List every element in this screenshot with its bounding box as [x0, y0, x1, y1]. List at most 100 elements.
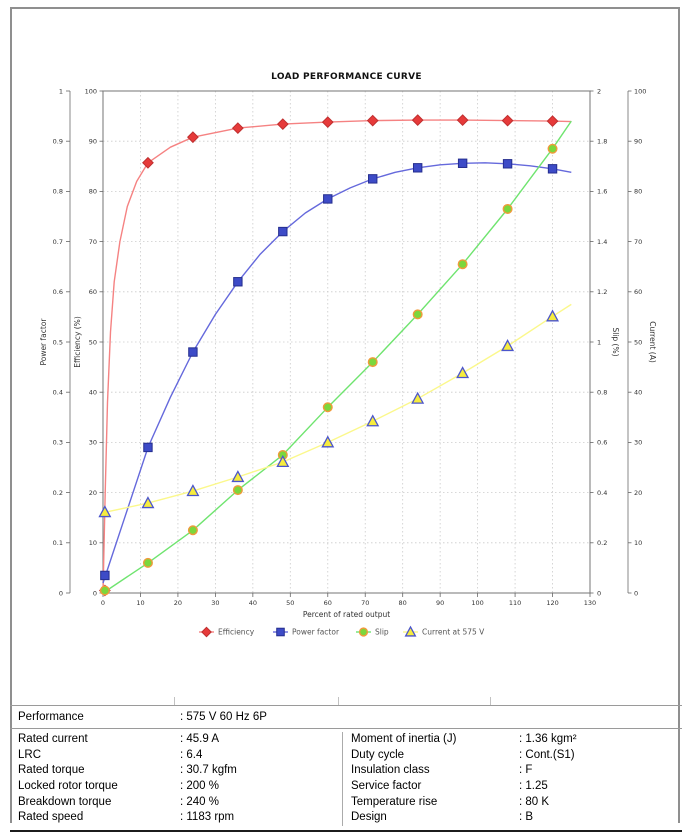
triangle-marker: [276, 455, 290, 468]
table-row: Rated current: 45.9 A: [10, 732, 342, 748]
efficiency-series: [98, 114, 572, 597]
square-marker: [547, 164, 558, 174]
legend-item: Current at 575 V: [403, 625, 485, 637]
triangle-marker: [546, 309, 560, 322]
table-row-label: Design: [351, 811, 387, 824]
table-row-value: : 1.25: [519, 780, 548, 793]
svg-text:60: 60: [634, 288, 642, 296]
table-data-block: Rated current: 45.9 A LRC: 6.4 Rated torqu…: [10, 729, 682, 830]
table-row: LRC: 6.4: [10, 748, 342, 764]
table-row: Rated speed: 1183 rpm: [10, 810, 342, 826]
table-row-label: Breakdown torque: [18, 795, 112, 808]
svg-text:30: 30: [89, 439, 97, 447]
table-row-value: : 6.4: [180, 748, 203, 761]
legend-label: Efficiency: [218, 628, 255, 637]
svg-text:1.8: 1.8: [597, 138, 607, 146]
diamond-marker: [187, 131, 199, 144]
svg-text:0.4: 0.4: [53, 389, 63, 397]
table-row-label: Duty cycle: [351, 748, 405, 761]
svg-text:0.9: 0.9: [53, 138, 63, 146]
svg-text:50: 50: [89, 338, 97, 346]
svg-text:70: 70: [634, 238, 642, 246]
svg-text:20: 20: [89, 489, 97, 497]
x-axis-label: Percent of rated output: [303, 610, 390, 619]
svg-text:40: 40: [249, 599, 257, 607]
svg-text:60: 60: [89, 288, 97, 296]
svg-text:0.6: 0.6: [53, 288, 63, 296]
circle-marker: [412, 309, 423, 320]
table-right-column: Moment of inertia (J): 1.36 kgm² Duty cyc…: [343, 732, 682, 826]
svg-text:80: 80: [634, 188, 642, 196]
diamond-marker: [546, 115, 559, 128]
svg-text:10: 10: [136, 599, 144, 607]
svg-text:80: 80: [399, 599, 407, 607]
triangle-marker: [404, 625, 417, 637]
svg-text:90: 90: [634, 138, 642, 146]
table-row-value: : 1.36 kgm²: [519, 733, 577, 745]
diamond-marker: [231, 122, 244, 135]
svg-text:0.7: 0.7: [53, 238, 63, 246]
svg-text:0.3: 0.3: [53, 439, 63, 447]
table-row: Insulation class : F: [343, 763, 682, 779]
legend-item: Efficiency: [199, 626, 255, 638]
table-row: Service factor: 1.25: [343, 779, 682, 795]
svg-text:2: 2: [597, 87, 601, 95]
series-line: [102, 162, 572, 584]
circle-marker: [142, 557, 153, 568]
triangle-marker: [366, 414, 380, 427]
square-marker: [457, 158, 468, 168]
square-marker: [278, 226, 288, 237]
circle-marker: [187, 525, 198, 536]
triangle-marker: [186, 484, 200, 497]
svg-text:60: 60: [324, 599, 332, 607]
table-divider: [490, 697, 491, 705]
table-header-spacer-row: [10, 697, 682, 706]
table-row-value: : 80 K: [519, 795, 550, 808]
svg-text:1: 1: [59, 87, 63, 95]
svg-text:0: 0: [101, 599, 105, 607]
series-line: [102, 120, 572, 594]
chart-grid: [103, 91, 590, 593]
table-row-label: Insulation class: [351, 764, 430, 777]
table-row: Breakdown torque: 240 %: [10, 795, 342, 811]
diamond-marker: [201, 626, 212, 638]
square-marker: [188, 347, 198, 357]
svg-text:50: 50: [286, 599, 294, 607]
performance-row: Performance : 575 V 60 Hz 6P: [10, 706, 682, 729]
square-marker: [368, 174, 378, 184]
slip-series: [99, 120, 572, 596]
circle-marker: [358, 627, 369, 637]
series-line: [102, 303, 572, 514]
table-row: Moment of inertia (J): 1.36 kgm²: [343, 732, 682, 748]
table-row-label: Rated current: [18, 733, 88, 745]
svg-text:0: 0: [634, 589, 638, 597]
svg-text:110: 110: [509, 599, 521, 607]
triangle-marker: [141, 496, 155, 509]
table-row: Temperature rise: 80 K: [343, 795, 682, 811]
triangle-marker: [456, 366, 470, 379]
svg-text:1.6: 1.6: [597, 188, 607, 196]
square-marker: [502, 159, 513, 169]
svg-text:120: 120: [546, 599, 558, 607]
svg-text:50: 50: [634, 338, 642, 346]
square-marker: [100, 570, 110, 581]
svg-text:90: 90: [436, 599, 444, 607]
table-row-value: : 1183 rpm: [180, 811, 235, 824]
square-marker: [323, 194, 333, 204]
triangle-marker: [411, 391, 425, 404]
chart-legend: Efficiency Power factor Slip Current at 575…: [199, 625, 485, 638]
diamond-marker: [276, 118, 289, 131]
chart-title: LOAD PERFORMANCE CURVE: [271, 72, 422, 82]
svg-text:0.8: 0.8: [53, 188, 63, 196]
circle-marker: [232, 485, 243, 496]
triangle-marker: [231, 470, 245, 483]
svg-text:10: 10: [89, 539, 97, 547]
svg-text:80: 80: [89, 188, 97, 196]
diamond-marker: [501, 114, 514, 127]
svg-text:0.8: 0.8: [597, 389, 607, 397]
circle-marker: [547, 143, 558, 154]
svg-text:10: 10: [634, 539, 642, 547]
svg-text:0.2: 0.2: [597, 539, 607, 547]
circle-marker: [322, 402, 333, 413]
table-row-value: : F: [519, 764, 533, 777]
